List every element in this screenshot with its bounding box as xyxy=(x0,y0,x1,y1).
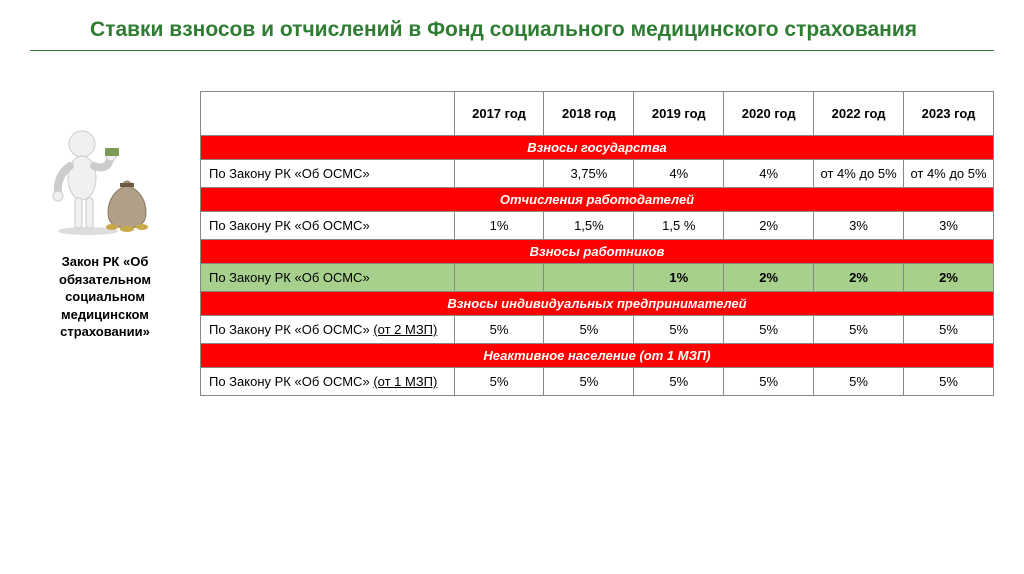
row-label: По Закону РК «Об ОСМС» xyxy=(201,212,455,240)
data-cell: 5% xyxy=(904,316,994,344)
table-body: Взносы государства По Закону РК «Об ОСМС»… xyxy=(201,136,994,396)
page-title: Ставки взносов и отчислений в Фонд социа… xyxy=(90,18,994,42)
year-header: 2023 год xyxy=(904,92,994,136)
data-cell: 2% xyxy=(724,212,814,240)
row-label: По Закону РК «Об ОСМС» (от 1 МЗП) xyxy=(201,368,455,396)
data-cell: 3,75% xyxy=(544,160,634,188)
data-cell: 5% xyxy=(814,368,904,396)
data-cell: 5% xyxy=(724,316,814,344)
slide: Ставки взносов и отчислений в Фонд социа… xyxy=(0,0,1024,416)
row-label-text: По Закону РК «Об ОСМС» xyxy=(209,270,370,285)
header-blank xyxy=(201,92,455,136)
row-label: По Закону РК «Об ОСМС» xyxy=(201,264,455,292)
left-column: Закон РК «Об обязательном социальном мед… xyxy=(30,91,180,341)
content-row: Закон РК «Об обязательном социальном мед… xyxy=(30,91,994,396)
table-container: 2017 год2018 год2019 год2020 год2022 год… xyxy=(200,91,994,396)
row-label-suffix: (от 2 МЗП) xyxy=(373,322,437,337)
data-cell: 1% xyxy=(634,264,724,292)
year-header: 2019 год xyxy=(634,92,724,136)
data-cell: от 4% до 5% xyxy=(904,160,994,188)
data-cell xyxy=(454,160,544,188)
section-header-row: Взносы индивидуальных предпринимателей xyxy=(201,292,994,316)
figure-illustration xyxy=(40,121,170,241)
data-cell: 5% xyxy=(814,316,904,344)
table-header-row: 2017 год2018 год2019 год2020 год2022 год… xyxy=(201,92,994,136)
data-cell: 2% xyxy=(904,264,994,292)
section-header-row: Взносы работников xyxy=(201,240,994,264)
data-cell: от 4% до 5% xyxy=(814,160,904,188)
section-header-row: Отчисления работодателей xyxy=(201,188,994,212)
data-cell: 5% xyxy=(454,368,544,396)
row-label-suffix: (от 1 МЗП) xyxy=(373,374,437,389)
table-row: По Закону РК «Об ОСМС» (от 2 МЗП)5%5%5%5… xyxy=(201,316,994,344)
data-cell: 5% xyxy=(724,368,814,396)
table-row: По Закону РК «Об ОСМС»1%1,5%1,5 %2%3%3% xyxy=(201,212,994,240)
data-cell: 5% xyxy=(454,316,544,344)
section-header-cell: Взносы работников xyxy=(201,240,994,264)
year-header: 2022 год xyxy=(814,92,904,136)
row-label-text: По Закону РК «Об ОСМС» xyxy=(209,374,370,389)
data-cell: 4% xyxy=(634,160,724,188)
data-cell: 2% xyxy=(724,264,814,292)
section-header-row: Взносы государства xyxy=(201,136,994,160)
data-cell xyxy=(544,264,634,292)
data-cell: 5% xyxy=(634,316,724,344)
row-label: По Закону РК «Об ОСМС» xyxy=(201,160,455,188)
data-cell: 4% xyxy=(724,160,814,188)
row-label-text: По Закону РК «Об ОСМС» xyxy=(209,322,370,337)
row-label: По Закону РК «Об ОСМС» (от 2 МЗП) xyxy=(201,316,455,344)
title-underline xyxy=(30,50,994,51)
year-header: 2017 год xyxy=(454,92,544,136)
data-cell: 5% xyxy=(904,368,994,396)
data-cell: 1,5% xyxy=(544,212,634,240)
data-cell: 5% xyxy=(544,368,634,396)
table-row: По Закону РК «Об ОСМС»3,75%4%4%от 4% до … xyxy=(201,160,994,188)
section-header-cell: Взносы государства xyxy=(201,136,994,160)
year-header: 2018 год xyxy=(544,92,634,136)
table-row: По Закону РК «Об ОСМС» (от 1 МЗП)5%5%5%5… xyxy=(201,368,994,396)
section-header-cell: Неактивное население (от 1 МЗП) xyxy=(201,344,994,368)
data-cell: 2% xyxy=(814,264,904,292)
section-header-row: Неактивное население (от 1 МЗП) xyxy=(201,344,994,368)
data-cell: 1,5 % xyxy=(634,212,724,240)
data-cell: 5% xyxy=(634,368,724,396)
data-cell: 1% xyxy=(454,212,544,240)
data-cell: 3% xyxy=(814,212,904,240)
figure-caption: Закон РК «Об обязательном социальном мед… xyxy=(30,253,180,341)
section-header-cell: Отчисления работодателей xyxy=(201,188,994,212)
section-header-cell: Взносы индивидуальных предпринимателей xyxy=(201,292,994,316)
row-label-text: По Закону РК «Об ОСМС» xyxy=(209,218,370,233)
row-label-text: По Закону РК «Об ОСМС» xyxy=(209,166,370,181)
table-row: По Закону РК «Об ОСМС»1%2%2%2% xyxy=(201,264,994,292)
moneybag-icon xyxy=(100,173,155,233)
data-cell xyxy=(454,264,544,292)
rates-table: 2017 год2018 год2019 год2020 год2022 год… xyxy=(200,91,994,396)
year-header: 2020 год xyxy=(724,92,814,136)
data-cell: 5% xyxy=(544,316,634,344)
data-cell: 3% xyxy=(904,212,994,240)
